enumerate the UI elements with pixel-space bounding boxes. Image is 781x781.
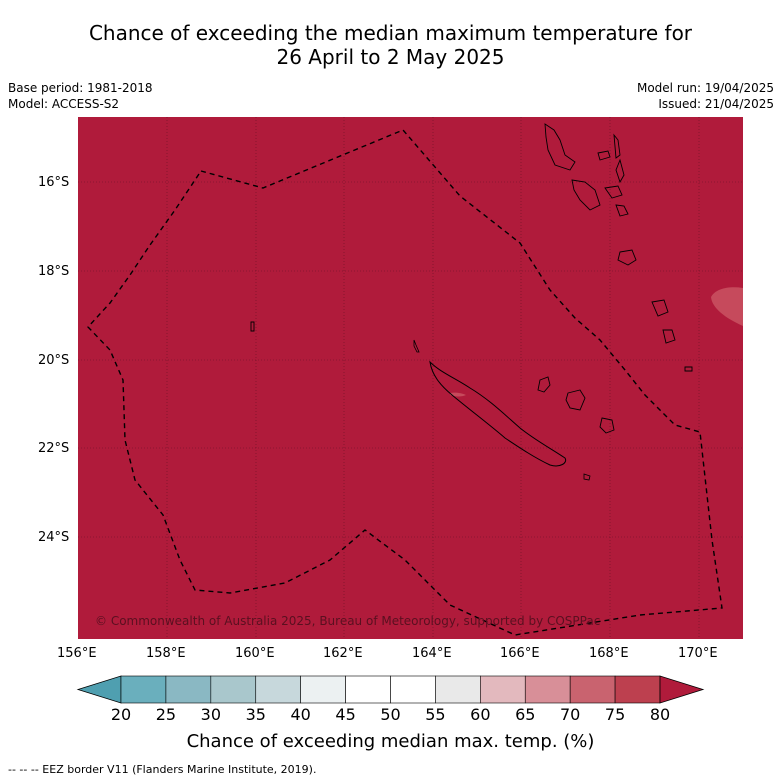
colorbar-segment — [390, 675, 436, 704]
colorbar-segment — [300, 675, 346, 704]
colorbar-tick-label: 50 — [380, 705, 401, 724]
colorbar-tick-label: 40 — [290, 705, 311, 724]
footer-note: -- -- -- EEZ border V11 (Flanders Marine… — [8, 763, 317, 776]
colorbar-tick-label: 30 — [200, 705, 222, 724]
lat-label-24s: 24°S — [38, 530, 70, 545]
colorbar-segment — [435, 675, 481, 704]
colorbar-segment — [120, 675, 167, 704]
colorbar-extend-low — [76, 675, 122, 704]
model-name: Model: ACCESS-S2 — [8, 97, 120, 111]
espiritu-santo-coast — [544, 123, 576, 171]
colorbar-segment — [210, 675, 257, 704]
copyright-note: © Commonwealth of Australia 2025, Bureau… — [95, 614, 601, 628]
epi-coast — [615, 204, 629, 217]
lon-label-160e: 160°E — [235, 646, 275, 661]
maewo-coast — [613, 133, 621, 159]
colorbar-tick-label: 45 — [335, 705, 356, 724]
base-period: Base period: 1981-2018 — [8, 81, 153, 95]
title-line-1: Chance of exceeding the median maximum t… — [88, 21, 693, 45]
colorbar-extend-high — [659, 675, 705, 704]
colorbar-tick-label: 20 — [110, 705, 132, 724]
warm-patch — [711, 287, 743, 326]
lat-label-22s: 22°S — [38, 441, 70, 456]
new-caledonia-coast — [429, 360, 567, 467]
lat-label-18s: 18°S — [38, 264, 70, 279]
lat-label-20s: 20°S — [38, 353, 70, 368]
lon-label-166e: 166°E — [500, 646, 540, 661]
colorbar — [76, 675, 705, 704]
efate-coast — [617, 249, 637, 266]
aneityum-coast — [684, 366, 693, 372]
colorbar-segment — [614, 675, 661, 704]
title-line-2: 26 April to 2 May 2025 — [276, 45, 505, 69]
colorbar-segment — [569, 675, 616, 704]
colorbar-tick-label: 70 — [559, 705, 581, 724]
graticule — [78, 117, 743, 639]
pentecost-coast — [615, 158, 625, 184]
ambrym-coast — [604, 185, 623, 199]
ouvea-coast — [537, 376, 551, 393]
colorbar-tick-label: 55 — [425, 705, 446, 724]
colorbar-tick-label: 25 — [155, 705, 177, 724]
isle-of-pines — [583, 473, 591, 481]
colorbar-tick-label: 35 — [245, 705, 266, 724]
mare-coast — [599, 417, 615, 434]
model-run: Model run: 19/04/2025 — [636, 81, 774, 95]
lifou-coast — [565, 389, 586, 411]
colorbar-tick-label: 60 — [470, 705, 491, 724]
colorbar-title: Chance of exceeding median max. temp. (%… — [186, 731, 595, 752]
lon-label-158e: 158°E — [146, 646, 186, 661]
lon-label-162e: 162°E — [323, 646, 363, 661]
chesterfield-islet — [250, 321, 255, 332]
tanna-coast — [662, 329, 676, 344]
colorbar-segment — [345, 675, 391, 704]
islet-north — [413, 339, 420, 353]
colorbar-segment — [255, 675, 301, 704]
colorbar-segment — [480, 675, 526, 704]
lon-label-156e: 156°E — [57, 646, 97, 661]
erromango-coast — [651, 299, 669, 317]
eez-border — [87, 129, 723, 636]
lat-label-16s: 16°S — [38, 175, 70, 190]
colorbar-tick-label: 75 — [604, 705, 626, 724]
colorbar-segment — [165, 675, 212, 704]
ambae-coast — [597, 150, 611, 161]
lon-label-170e: 170°E — [678, 646, 718, 661]
issued-date: Issued: 21/04/2025 — [658, 97, 774, 111]
lon-label-164e: 164°E — [412, 646, 452, 661]
malakula-coast — [571, 179, 601, 211]
colorbar-segment — [524, 675, 571, 704]
lon-label-168e: 168°E — [589, 646, 629, 661]
colorbar-tick-label: 65 — [515, 705, 536, 724]
small-patch — [450, 392, 466, 397]
colorbar-tick-label: 80 — [649, 705, 671, 724]
map-area — [78, 117, 743, 639]
